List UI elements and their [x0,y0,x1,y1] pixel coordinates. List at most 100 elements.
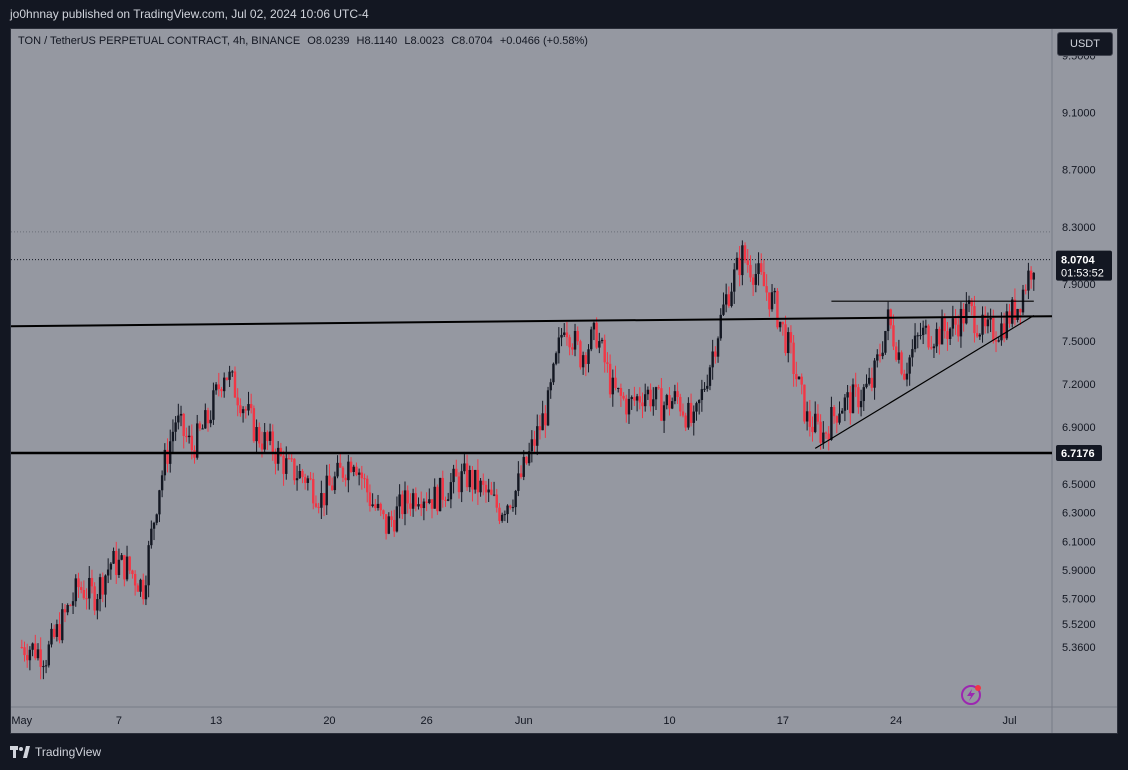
candle-body [150,528,153,546]
candle-body [762,272,766,287]
candle-body [757,263,760,275]
candle-body [654,387,658,400]
x-tick-label: May [11,715,32,727]
candle-body [152,522,156,529]
candle-body [595,322,598,348]
candle-body [894,346,898,360]
candle-body [66,605,69,613]
candle-body [851,384,855,414]
symbol-title: TON / TetherUS PERPETUAL CONTRACT, 4h, B… [18,35,301,47]
candle-body [881,352,884,357]
candle-body [579,341,582,368]
candle-body [816,413,820,422]
candle-body [163,449,167,476]
published-info: jo0hnnay published on TradingView.com, J… [10,7,369,21]
candle-body [298,470,301,479]
candle-body [708,367,712,386]
candle-body [357,472,361,475]
candle-body [309,478,312,480]
candle-body [44,665,48,667]
candle-body [603,339,606,363]
candle-body [776,290,779,328]
candle-body [341,467,345,478]
last-price-badge [1056,250,1112,281]
candle-body [735,257,739,270]
candle-body [74,578,77,602]
candle-body [897,352,901,360]
candle-body [390,516,393,520]
y-tick-label: 7.9000 [1062,279,1096,291]
candle-body [374,504,377,509]
candle-body [967,300,971,304]
candle-body [498,507,501,521]
candle-body [633,397,636,401]
candle-body [355,466,358,475]
candle-body [733,269,736,292]
candle-body [878,354,882,357]
candle-body [206,410,210,424]
currency-button[interactable]: USDT [1057,32,1113,56]
candle-body [697,400,701,404]
candle-body [55,624,59,637]
lightning-icon[interactable] [961,685,981,705]
candle-body [147,545,150,586]
y-tick-label: 8.3000 [1062,222,1096,234]
candle-body [805,411,809,422]
candle-body [719,314,722,339]
chart-area[interactable] [10,28,1118,734]
candle-body [509,505,512,508]
candle-body [260,443,264,450]
candle-body [1027,270,1030,291]
candle-body [611,377,615,395]
candle-body [892,325,895,347]
candle-body [139,579,142,592]
candle-body [841,410,844,414]
candle-body [417,504,420,507]
y-tick-label: 6.1000 [1062,536,1096,548]
candle-body [123,555,126,580]
candle-body [627,398,631,415]
candle-body [679,396,682,412]
candle-body [279,447,283,456]
candle-body [954,318,957,325]
candle-body [414,493,418,507]
candle-body [649,389,652,407]
candle-body [908,357,911,374]
candle-body [274,453,277,464]
candle-body [792,342,795,374]
candle-body [716,338,720,357]
candle-body [52,628,56,637]
candle-body [360,472,364,479]
candle-body [36,649,40,659]
candle-body [160,475,164,491]
candle-body [819,421,822,443]
candle-body [187,435,191,438]
ascending-trendline [814,314,1035,449]
candle-body [155,514,158,523]
candle-body [1016,308,1019,320]
candle-body [830,407,833,440]
candle-body [617,387,620,389]
candle-body [344,477,347,481]
candle-body [536,426,539,446]
candle-body [773,290,776,293]
candle-body [943,318,946,332]
candle-body [482,480,485,485]
candle-body [984,314,987,327]
candle-body [668,395,671,409]
resistance-line [10,315,1053,328]
candle-body [522,456,525,477]
candle-body [98,577,102,600]
candle-body [236,397,239,406]
candle-body [34,643,37,659]
candle-body [803,384,806,422]
candle-body [503,514,507,516]
candle-body [932,346,936,349]
candle-body [468,469,471,488]
candle-countdown: 01:53:52 [1061,268,1104,280]
tradingview-logo[interactable]: TradingView [10,745,101,759]
candle-body [376,503,380,509]
candle-body [239,405,242,414]
candle-body [778,321,782,328]
